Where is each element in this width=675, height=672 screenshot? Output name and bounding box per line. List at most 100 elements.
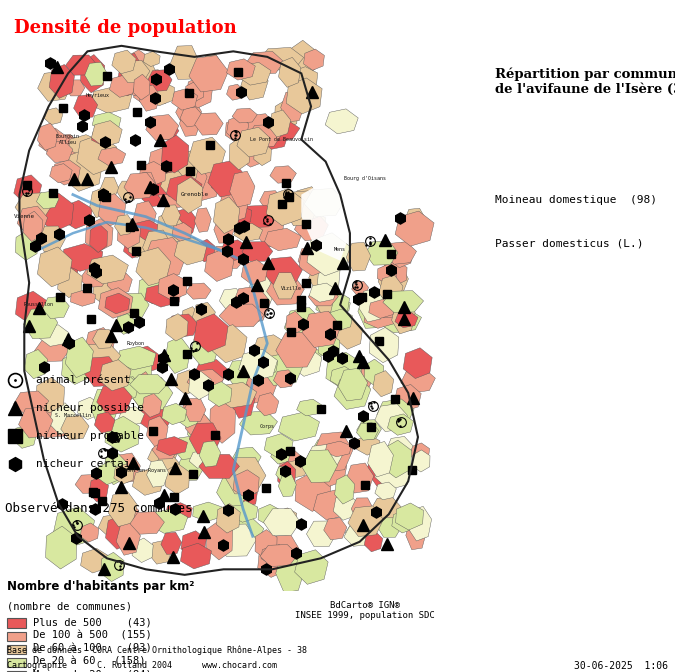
Polygon shape (158, 274, 187, 300)
Polygon shape (275, 551, 304, 592)
Text: 30-06-2025  1:06: 30-06-2025 1:06 (574, 661, 668, 671)
Polygon shape (53, 159, 80, 185)
Polygon shape (173, 208, 196, 236)
Polygon shape (258, 545, 288, 577)
Polygon shape (119, 293, 149, 318)
Polygon shape (382, 440, 412, 478)
Polygon shape (178, 405, 199, 427)
Polygon shape (189, 56, 228, 92)
Polygon shape (194, 314, 228, 352)
Polygon shape (410, 443, 430, 462)
Text: Moins de 20    (84): Moins de 20 (84) (33, 670, 152, 672)
Polygon shape (146, 460, 168, 487)
Polygon shape (269, 110, 291, 137)
Polygon shape (192, 302, 215, 327)
Polygon shape (194, 360, 227, 384)
Polygon shape (149, 540, 172, 564)
Polygon shape (182, 167, 221, 202)
Polygon shape (187, 370, 223, 392)
Polygon shape (316, 289, 333, 315)
Text: (nombre de communes): (nombre de communes) (7, 601, 132, 612)
Polygon shape (333, 494, 358, 520)
Polygon shape (213, 197, 240, 234)
Polygon shape (394, 384, 421, 411)
Polygon shape (50, 403, 76, 435)
Polygon shape (85, 218, 113, 252)
Polygon shape (235, 206, 278, 228)
Polygon shape (281, 91, 304, 122)
Polygon shape (155, 122, 179, 140)
Polygon shape (364, 532, 383, 552)
Polygon shape (238, 62, 271, 85)
Polygon shape (142, 230, 171, 262)
Polygon shape (186, 283, 211, 299)
Polygon shape (147, 70, 172, 91)
Polygon shape (53, 507, 95, 548)
Polygon shape (109, 75, 136, 97)
Polygon shape (292, 348, 322, 376)
Polygon shape (364, 307, 395, 329)
Polygon shape (188, 415, 215, 446)
Polygon shape (37, 247, 72, 287)
Polygon shape (176, 457, 204, 480)
Polygon shape (18, 407, 53, 438)
Polygon shape (245, 52, 284, 75)
Polygon shape (78, 397, 100, 419)
Text: animal présent: animal présent (36, 374, 131, 385)
Polygon shape (294, 550, 328, 585)
Polygon shape (157, 210, 182, 247)
Polygon shape (267, 276, 304, 305)
Polygon shape (384, 242, 416, 264)
Polygon shape (308, 265, 333, 290)
Text: Mens: Mens (334, 247, 346, 252)
Polygon shape (116, 522, 140, 555)
Polygon shape (208, 382, 232, 407)
Polygon shape (255, 203, 284, 248)
Polygon shape (345, 524, 372, 540)
Polygon shape (260, 344, 304, 386)
Polygon shape (45, 108, 63, 125)
Polygon shape (346, 243, 371, 271)
Text: Nombre d'habitants par km²: Nombre d'habitants par km² (7, 580, 194, 593)
Polygon shape (39, 325, 69, 346)
Polygon shape (334, 376, 371, 409)
Polygon shape (377, 264, 397, 284)
Polygon shape (392, 510, 416, 533)
Polygon shape (207, 520, 233, 560)
Polygon shape (318, 334, 340, 360)
Polygon shape (161, 532, 182, 554)
Polygon shape (84, 357, 119, 386)
Polygon shape (172, 222, 192, 241)
Polygon shape (13, 425, 36, 448)
Polygon shape (126, 351, 152, 386)
Polygon shape (254, 143, 271, 165)
Polygon shape (317, 456, 347, 487)
FancyBboxPatch shape (7, 644, 26, 654)
Polygon shape (277, 461, 296, 489)
Polygon shape (161, 171, 187, 197)
Polygon shape (105, 293, 130, 314)
Polygon shape (326, 298, 350, 314)
Polygon shape (130, 511, 165, 534)
Polygon shape (336, 319, 362, 349)
Polygon shape (308, 288, 338, 306)
Polygon shape (174, 237, 207, 265)
Polygon shape (180, 403, 196, 423)
Polygon shape (155, 456, 180, 472)
Polygon shape (279, 57, 301, 87)
Polygon shape (219, 184, 249, 223)
Polygon shape (352, 282, 369, 295)
Polygon shape (263, 509, 300, 536)
Polygon shape (224, 458, 266, 494)
Polygon shape (267, 188, 304, 226)
Text: nicheur certain: nicheur certain (36, 460, 138, 469)
Polygon shape (234, 223, 263, 241)
Text: nicheur possible: nicheur possible (36, 403, 144, 413)
Polygon shape (50, 164, 72, 183)
Polygon shape (148, 147, 175, 176)
Polygon shape (91, 128, 115, 145)
Polygon shape (261, 546, 281, 564)
Polygon shape (124, 173, 156, 199)
Polygon shape (395, 211, 434, 246)
Text: Observé dans 275 communes: Observé dans 275 communes (5, 502, 192, 515)
